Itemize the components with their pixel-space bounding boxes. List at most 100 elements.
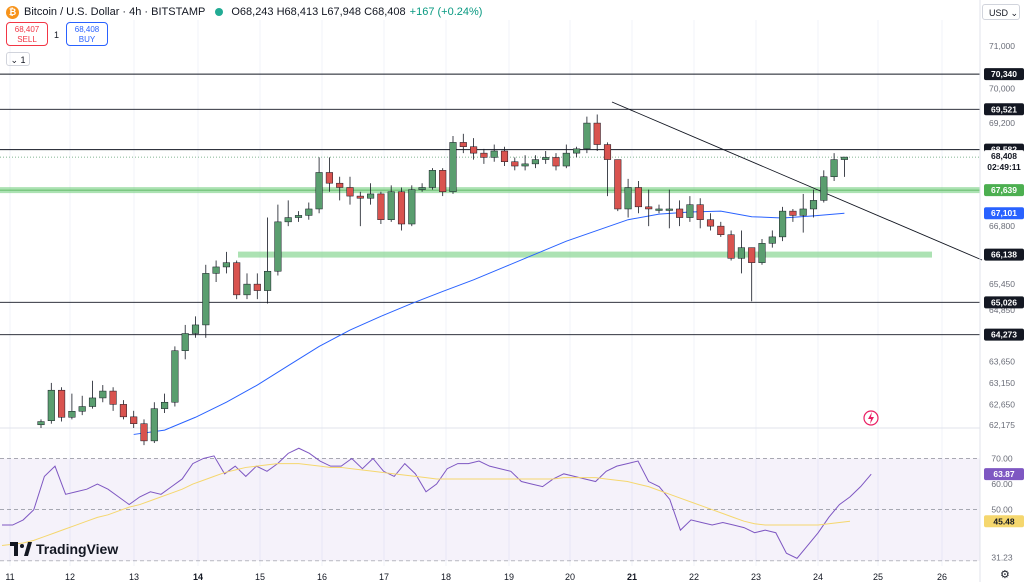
candle-up <box>315 172 323 210</box>
candle-up <box>367 193 375 199</box>
candle-up <box>573 148 581 154</box>
candle-down <box>614 159 622 210</box>
time-tick-label: 15 <box>255 572 265 582</box>
candle-up <box>274 221 282 272</box>
candle-up <box>161 401 169 409</box>
candle-down <box>119 404 127 418</box>
candle-up <box>737 247 745 259</box>
time-tick-label: 18 <box>441 572 451 582</box>
time-tick-label: 25 <box>873 572 883 582</box>
candle-up <box>624 187 632 210</box>
candle-up <box>37 421 45 426</box>
candle-up <box>840 156 848 160</box>
candle-down <box>397 191 406 225</box>
price-label: 67,101 <box>991 208 1017 218</box>
chart-title[interactable]: Bitcoin / U.S. Dollar · 4h · BITSTAMP <box>24 6 206 18</box>
candle-down <box>717 225 725 235</box>
candle-down <box>500 150 509 162</box>
candle-up <box>284 217 292 223</box>
spread-value: 1 <box>54 30 60 40</box>
price-tick-label: 62,175 <box>989 420 1015 430</box>
candle-down <box>439 170 447 193</box>
price-tick-label: 66,800 <box>989 221 1015 231</box>
candle-up <box>686 204 694 218</box>
candle-up <box>243 283 251 296</box>
price-tick-label: 64,850 <box>989 305 1015 315</box>
tradingview-logo: TradingView <box>10 541 118 557</box>
price-tick-label: 70,000 <box>989 84 1015 94</box>
support-zone <box>238 251 932 258</box>
time-tick-label: 24 <box>813 572 823 582</box>
candle-up <box>665 208 673 211</box>
candle-up <box>542 157 550 160</box>
candle-down <box>593 122 601 145</box>
candle-up <box>758 243 766 263</box>
candle-down <box>459 142 467 147</box>
candle-up <box>583 122 591 150</box>
candle-up <box>264 270 272 291</box>
candle-down <box>789 210 797 216</box>
price-label: 65,026 <box>991 297 1017 307</box>
candle-down <box>552 157 560 167</box>
candle-down <box>233 262 241 296</box>
price-label: 64,273 <box>991 330 1017 340</box>
price-tick-label: 71,000 <box>989 41 1015 51</box>
gear-icon[interactable]: ⚙ <box>1000 569 1010 581</box>
candles <box>37 114 848 446</box>
candle-down <box>470 146 478 154</box>
currency-select[interactable]: USD ⌄ <box>982 4 1020 20</box>
rsi-label-bg <box>984 468 1024 481</box>
candle-down <box>58 389 66 418</box>
price-change: +167 (+0.24%) <box>409 6 483 18</box>
candle-up <box>531 159 539 165</box>
price-label: 68,408 <box>991 151 1017 161</box>
ohlc-values: O68,243 H68,413 L67,948 C68,408 <box>231 6 406 18</box>
sell-label: SELL <box>17 35 37 44</box>
candle-up <box>150 408 158 442</box>
price-label-bg <box>984 248 1024 261</box>
candle-down <box>356 195 364 199</box>
price-label-bg <box>984 296 1024 309</box>
rsi-line <box>2 447 872 559</box>
sell-button[interactable]: 68,407 SELL <box>6 22 48 46</box>
time-tick-label: 22 <box>689 572 699 582</box>
candle-up <box>428 170 436 188</box>
candle-up <box>181 333 189 351</box>
candle-down <box>511 161 519 167</box>
candle-down <box>645 206 653 210</box>
candle-down <box>603 144 612 160</box>
buy-price: 68,408 <box>74 25 100 34</box>
trendline <box>611 101 983 261</box>
candle-up <box>222 262 230 268</box>
price-label: 67,639 <box>991 185 1017 195</box>
candle-up <box>191 324 200 334</box>
candle-down <box>130 416 138 424</box>
time-tick-label: 13 <box>129 572 139 582</box>
candle-down <box>634 187 642 208</box>
alert-icon <box>863 410 879 426</box>
price-label: 68,582 <box>991 145 1017 155</box>
rsi-pane <box>0 447 980 562</box>
candle-up <box>449 142 457 193</box>
candle-up <box>68 411 76 418</box>
buy-button[interactable]: 68,408 BUY <box>66 22 108 46</box>
tradingview-logo-icon <box>10 542 32 556</box>
price-label-bg <box>984 207 1024 220</box>
collapse-button[interactable]: ⌄ 1 <box>6 52 30 66</box>
time-tick-label: 21 <box>627 572 637 582</box>
time-tick-label: 23 <box>751 572 761 582</box>
descending-trendline <box>611 101 983 261</box>
price-label-bg <box>984 150 1024 163</box>
price-tick-label: 62,650 <box>989 399 1015 409</box>
candle-up <box>521 163 529 167</box>
rsi-label: 63.87 <box>993 469 1015 479</box>
candle-down <box>480 152 488 158</box>
candle-up <box>799 208 807 216</box>
sell-price: 68,407 <box>14 25 40 34</box>
candle-up <box>562 152 570 167</box>
candle-up <box>408 189 416 225</box>
candle-up <box>820 176 828 201</box>
price-label-bg <box>984 161 1024 174</box>
price-label: 66,138 <box>991 250 1017 260</box>
